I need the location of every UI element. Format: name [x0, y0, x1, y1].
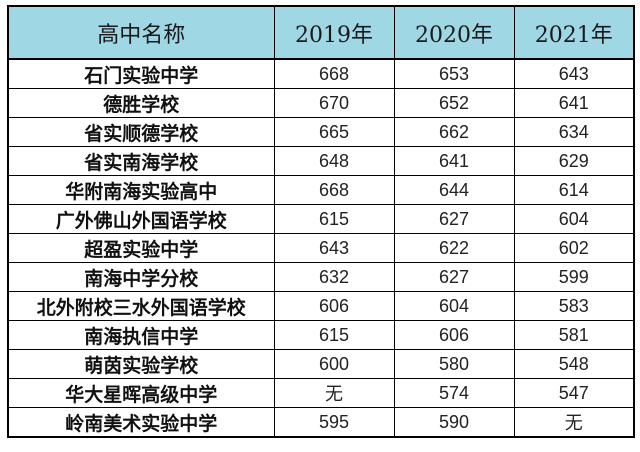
score-cell-2020: 627: [393, 262, 515, 292]
school-name-cell: 超盈实验中学: [7, 233, 275, 263]
score-cell-2021: 602: [513, 233, 635, 263]
header-year-2019: 2019年: [273, 5, 395, 60]
score-cell-2020: 662: [393, 117, 515, 147]
table-row: 省实顺德学校 665 662 634: [7, 117, 635, 147]
score-cell-2019: 600: [273, 349, 395, 379]
score-cell-2021: 634: [513, 117, 635, 147]
school-name-cell: 省实顺德学校: [7, 117, 275, 147]
school-name-cell: 广外佛山外国语学校: [7, 204, 275, 234]
header-row: 高中名称 2019年 2020年 2021年: [7, 5, 635, 60]
table-body: 石门实验中学 668 653 643 德胜学校 670 652 641 省实顺德学校 665 662…: [7, 58, 635, 438]
score-cell-2019: 668: [273, 175, 395, 205]
score-cell-2020: 653: [393, 58, 515, 89]
table-row: 北外附校三水外国语学校 606 604 583: [7, 291, 635, 321]
score-cell-2020: 604: [393, 291, 515, 321]
score-cell-2020: 627: [393, 204, 515, 234]
score-cell-2019: 643: [273, 233, 395, 263]
score-cell-2019: 670: [273, 88, 395, 118]
score-cell-2021: 547: [513, 378, 635, 408]
score-cell-2019: 668: [273, 58, 395, 89]
table-row: 南海执信中学 615 606 581: [7, 320, 635, 350]
school-name-cell: 省实南海学校: [7, 146, 275, 176]
score-cell-2021: 614: [513, 175, 635, 205]
score-table: 高中名称 2019年 2020年 2021年 石门实验中学 668 653 643 德胜…: [7, 5, 635, 438]
score-cell-2020: 652: [393, 88, 515, 118]
school-name-cell: 华附南海实验高中: [7, 175, 275, 205]
school-name-cell: 华大星晖高级中学: [7, 378, 275, 408]
score-cell-2019: 595: [273, 407, 395, 438]
score-cell-2020: 622: [393, 233, 515, 263]
score-cell-2020: 606: [393, 320, 515, 350]
score-cell-2020: 590: [393, 407, 515, 438]
table-row: 萌茵实验学校 600 580 548: [7, 349, 635, 379]
table-row: 省实南海学校 648 641 629: [7, 146, 635, 176]
table-row: 华附南海实验高中 668 644 614: [7, 175, 635, 205]
score-cell-2021: 581: [513, 320, 635, 350]
header-year-2021: 2021年: [513, 5, 635, 60]
school-name-cell: 萌茵实验学校: [7, 349, 275, 379]
table-row: 南海中学分校 632 627 599: [7, 262, 635, 292]
score-cell-2020: 644: [393, 175, 515, 205]
header-school-name: 高中名称: [7, 5, 275, 60]
score-cell-2020: 580: [393, 349, 515, 379]
score-cell-2019: 615: [273, 320, 395, 350]
table-row: 广外佛山外国语学校 615 627 604: [7, 204, 635, 234]
table-row: 德胜学校 670 652 641: [7, 88, 635, 118]
score-cell-2019: 615: [273, 204, 395, 234]
school-name-cell: 岭南美术实验中学: [7, 407, 275, 438]
header-year-2020: 2020年: [393, 5, 515, 60]
school-name-cell: 南海中学分校: [7, 262, 275, 292]
table-row: 超盈实验中学 643 622 602: [7, 233, 635, 263]
table-row: 石门实验中学 668 653 643: [7, 58, 635, 89]
school-name-cell: 德胜学校: [7, 88, 275, 118]
score-cell-2019: 632: [273, 262, 395, 292]
score-cell-2021: 599: [513, 262, 635, 292]
school-name-cell: 石门实验中学: [7, 58, 275, 89]
score-cell-2020: 641: [393, 146, 515, 176]
score-cell-2021: 604: [513, 204, 635, 234]
table-header: 高中名称 2019年 2020年 2021年: [7, 5, 635, 60]
table-row: 华大星晖高级中学无 574 547: [7, 378, 635, 408]
score-cell-2019: 648: [273, 146, 395, 176]
score-cell-2019: 无: [273, 378, 395, 408]
score-cell-2021: 548: [513, 349, 635, 379]
score-cell-2021: 583: [513, 291, 635, 321]
score-cell-2021: 629: [513, 146, 635, 176]
school-name-cell: 南海执信中学: [7, 320, 275, 350]
score-cell-2021: 641: [513, 88, 635, 118]
school-name-cell: 北外附校三水外国语学校: [7, 291, 275, 321]
score-cell-2021: 643: [513, 58, 635, 89]
score-cell-2021: 无: [513, 407, 635, 438]
table-row: 岭南美术实验中学 595 590 无: [7, 407, 635, 438]
score-cell-2019: 606: [273, 291, 395, 321]
score-cell-2019: 665: [273, 117, 395, 147]
score-cell-2020: 574: [393, 378, 515, 408]
